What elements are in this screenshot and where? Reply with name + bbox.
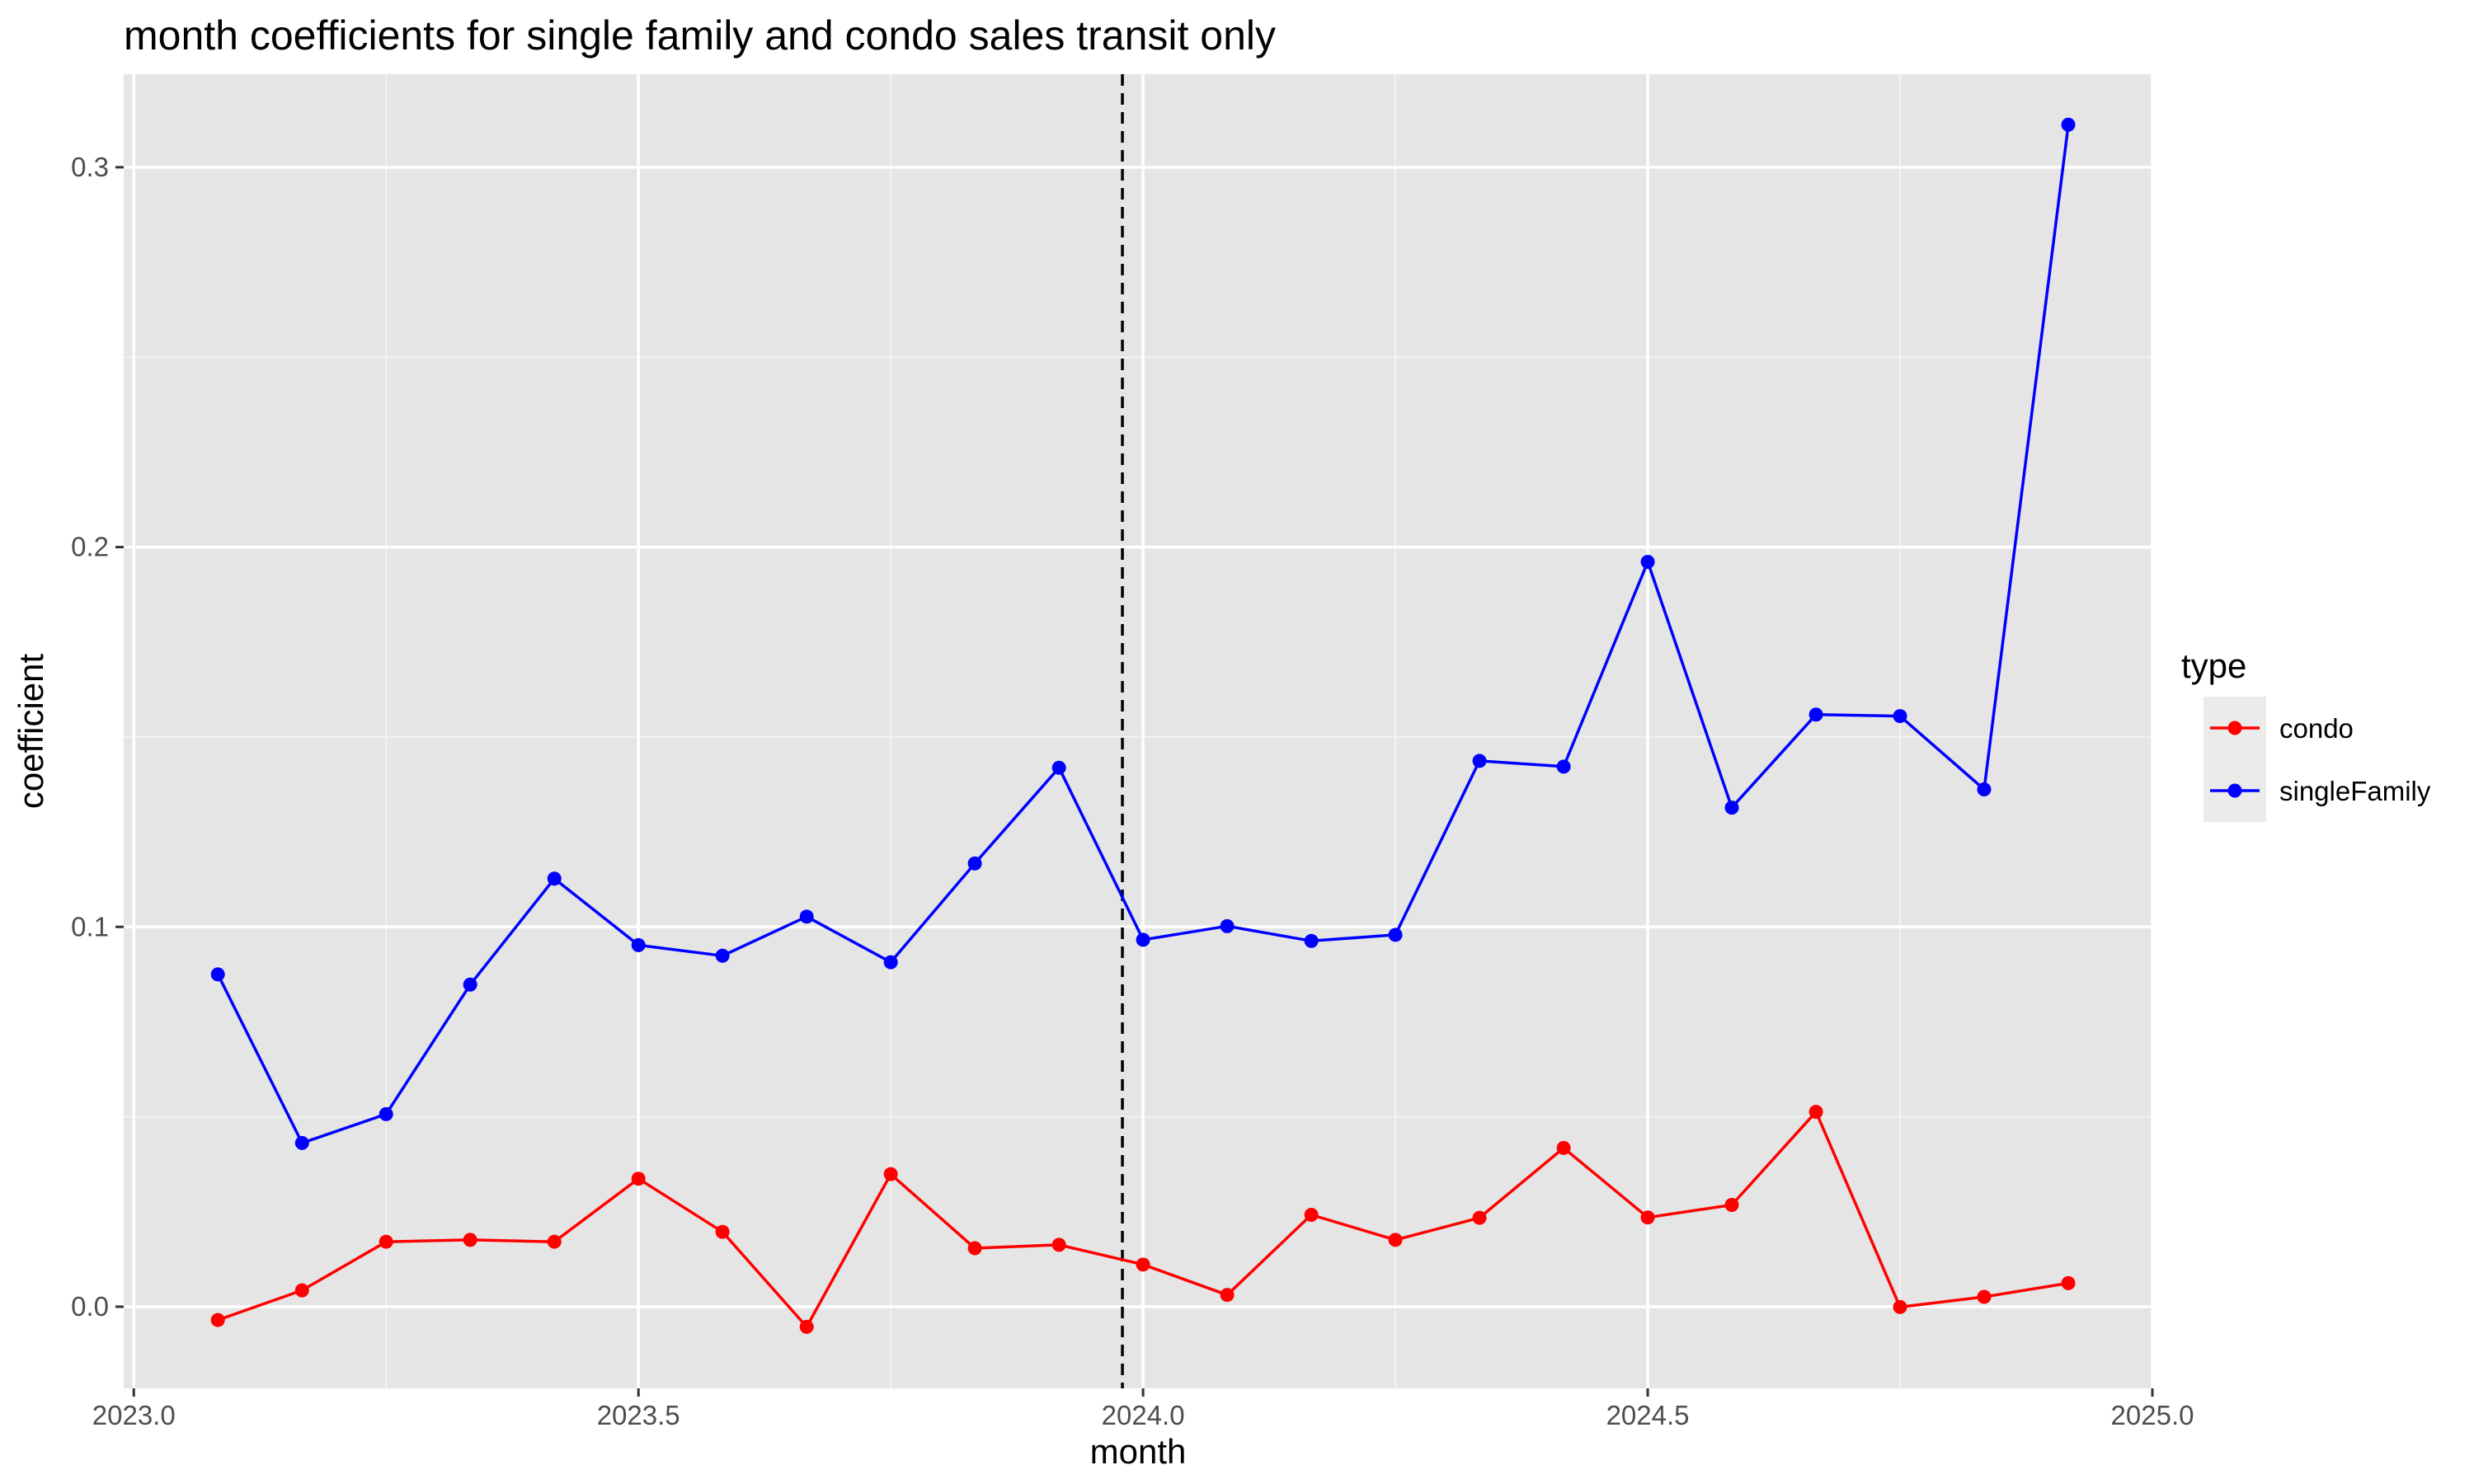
- plot-panel: [124, 74, 2152, 1388]
- y-tick-label: 0.0: [71, 1291, 109, 1322]
- x-axis-title: month: [1090, 1432, 1187, 1471]
- chart-title: month coefficients for single family and…: [124, 12, 1276, 59]
- data-point-singleFamily: [1472, 754, 1487, 768]
- data-point-condo: [210, 1313, 225, 1327]
- data-point-condo: [1556, 1140, 1571, 1155]
- legend-label: condo: [2279, 713, 2354, 744]
- data-point-singleFamily: [967, 856, 982, 871]
- data-point-condo: [715, 1224, 730, 1239]
- y-tick-label: 0.1: [71, 911, 109, 942]
- data-point-singleFamily: [1556, 759, 1571, 774]
- y-tick-label: 0.2: [71, 532, 109, 562]
- data-point-condo: [379, 1234, 393, 1249]
- x-axis: 2023.0 2023.5 2024.0 2024.5 2025.0: [92, 1388, 2194, 1430]
- legend-key-point: [2227, 783, 2242, 798]
- x-tick-label: 2024.5: [1606, 1400, 1690, 1430]
- legend: type condo singleFamily: [2181, 646, 2431, 822]
- data-point-singleFamily: [2061, 117, 2076, 132]
- data-point-condo: [1808, 1105, 1823, 1120]
- x-tick-label: 2023.0: [92, 1400, 176, 1430]
- data-point-condo: [294, 1283, 309, 1298]
- data-point-condo: [463, 1233, 477, 1247]
- data-point-singleFamily: [799, 909, 814, 924]
- minor-gridlines: [124, 74, 2152, 1388]
- y-tick-label: 0.3: [71, 152, 109, 182]
- data-point-singleFamily: [715, 948, 730, 963]
- data-point-condo: [1724, 1197, 1739, 1212]
- y-axis: 0.0 0.1 0.2 0.3: [71, 152, 124, 1322]
- data-point-singleFamily: [463, 977, 477, 992]
- data-point-condo: [1304, 1207, 1319, 1222]
- data-point-condo: [1472, 1210, 1487, 1225]
- data-point-singleFamily: [1808, 707, 1823, 722]
- data-point-singleFamily: [210, 967, 225, 982]
- data-point-singleFamily: [1051, 760, 1066, 775]
- data-point-singleFamily: [1724, 801, 1739, 815]
- data-point-condo: [1977, 1289, 1992, 1304]
- data-point-singleFamily: [547, 871, 562, 886]
- data-point-singleFamily: [294, 1135, 309, 1150]
- y-axis-title: coefficient: [12, 653, 50, 809]
- data-point-singleFamily: [883, 955, 898, 970]
- x-tick-label: 2025.0: [2111, 1400, 2194, 1430]
- data-point-condo: [2061, 1275, 2076, 1290]
- legend-label: singleFamily: [2279, 776, 2431, 806]
- data-point-singleFamily: [379, 1106, 393, 1121]
- legend-key-point: [2227, 721, 2242, 735]
- legend-items: condo singleFamily: [2204, 697, 2431, 822]
- data-point-singleFamily: [1388, 928, 1403, 942]
- data-point-condo: [967, 1241, 982, 1256]
- data-point-singleFamily: [631, 937, 646, 952]
- x-tick-label: 2024.0: [1102, 1400, 1185, 1430]
- x-tick-label: 2023.5: [597, 1400, 680, 1430]
- data-point-condo: [799, 1319, 814, 1334]
- data-point-condo: [547, 1234, 562, 1249]
- data-point-singleFamily: [1640, 555, 1655, 570]
- data-point-condo: [1893, 1299, 1907, 1314]
- legend-title: type: [2181, 646, 2246, 685]
- data-point-singleFamily: [1220, 918, 1235, 933]
- data-point-condo: [631, 1172, 646, 1186]
- data-point-condo: [1388, 1233, 1403, 1247]
- data-point-singleFamily: [1136, 932, 1150, 947]
- data-point-condo: [1220, 1288, 1235, 1303]
- series-points: [210, 117, 2076, 1334]
- data-point-condo: [1136, 1257, 1150, 1272]
- data-point-condo: [1051, 1237, 1066, 1252]
- data-point-singleFamily: [1977, 782, 1992, 796]
- data-point-condo: [883, 1167, 898, 1181]
- data-point-condo: [1640, 1210, 1655, 1225]
- data-point-singleFamily: [1304, 933, 1319, 948]
- data-point-singleFamily: [1893, 709, 1907, 724]
